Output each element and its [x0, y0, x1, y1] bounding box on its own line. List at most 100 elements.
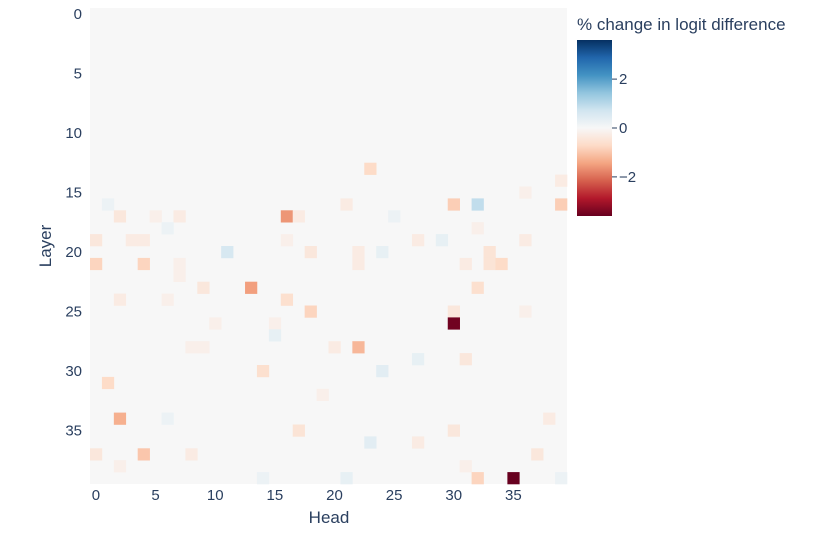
colorbar-title: % change in logit difference [577, 15, 786, 34]
heatmap-cell [340, 472, 353, 485]
colorbar [577, 40, 612, 216]
heatmap-cell [364, 436, 377, 449]
heatmap-cell [376, 246, 389, 259]
heatmap-cell [328, 341, 341, 354]
heatmap-cell [90, 234, 103, 247]
heatmap-cell [352, 341, 365, 354]
y-tick-label: 30 [65, 363, 82, 380]
heatmap-cell [507, 472, 520, 485]
heatmap-cell [555, 174, 568, 187]
colorbar-ticks: 2 0 −2 [612, 71, 636, 186]
heatmap-cell [113, 412, 127, 425]
x-tick-label: 15 [266, 487, 283, 504]
heatmap-cell [292, 210, 305, 223]
y-tick-label: 20 [65, 244, 82, 261]
y-tick-label: 35 [65, 422, 82, 439]
heatmap-cell [304, 305, 317, 318]
y-axis-title: Layer [36, 224, 55, 267]
heatmap-cell [280, 210, 294, 223]
colorbar-tick-label: 2 [619, 71, 627, 88]
heatmap-cell [364, 162, 377, 175]
colorbar-tick-label: 0 [619, 120, 627, 137]
x-tick-label: 20 [326, 487, 343, 504]
heatmap-cell [256, 472, 270, 485]
heatmap-cell [113, 293, 127, 306]
heatmap-cell [447, 424, 460, 437]
heatmap-cell [268, 317, 282, 330]
heatmap-cell [316, 388, 329, 401]
heatmap-cell [113, 210, 127, 223]
heatmap-cell [221, 246, 234, 259]
heatmap-cell [435, 234, 449, 247]
heatmap-cell [185, 448, 198, 461]
heatmap-cell [459, 460, 472, 473]
x-tick-label: 30 [445, 487, 462, 504]
heatmap-cell [447, 305, 460, 318]
x-tick-label: 25 [386, 487, 403, 504]
heatmap-cell [173, 210, 186, 223]
heatmap-cell [340, 198, 353, 211]
x-tick-label: 35 [505, 487, 522, 504]
heatmap-cell [90, 257, 103, 271]
heatmap-cell [519, 186, 532, 199]
heatmap-cell [447, 198, 460, 211]
heatmap-cell [209, 317, 222, 330]
heatmap-cell [161, 222, 174, 235]
heatmap-cell [459, 353, 472, 366]
heatmap-cell [101, 198, 115, 211]
colorbar-tick-label: −2 [619, 169, 636, 186]
heatmap-cell [268, 329, 282, 342]
x-tick-label: 5 [151, 487, 159, 504]
heatmap-cell [531, 448, 544, 461]
x-tick-label: 10 [207, 487, 224, 504]
heatmap-cell [149, 210, 162, 223]
heatmap-cell [519, 234, 532, 247]
y-tick-label: 15 [65, 184, 82, 201]
heatmap-cell [555, 472, 568, 485]
heatmap-cell [280, 293, 294, 306]
heatmap-cell [90, 448, 103, 461]
y-axis-ticks: 0 5 10 15 20 25 30 35 [65, 6, 82, 440]
heatmap-cell [376, 365, 389, 378]
heatmap-cell [125, 234, 139, 247]
y-tick-label: 25 [65, 303, 82, 320]
heatmap-cell [471, 281, 484, 294]
heatmap-cell [113, 460, 127, 473]
heatmap-cell [352, 246, 365, 259]
heatmap-cell [137, 234, 150, 247]
heatmap-cell [388, 210, 401, 223]
heatmap-cell [173, 257, 186, 271]
y-tick-label: 0 [74, 6, 82, 23]
heatmap-cell [197, 281, 210, 294]
heatmap-cell [245, 281, 258, 294]
heatmap-cell [459, 257, 472, 271]
heatmap-cell [292, 424, 305, 437]
heatmap-cell [280, 234, 294, 247]
heatmap-cell [173, 269, 186, 282]
heatmap-cell [519, 305, 532, 318]
heatmap-cell [137, 257, 150, 271]
heatmap-cell [471, 198, 484, 211]
heatmap-cell [411, 234, 425, 247]
x-axis-ticks: 0 5 10 15 20 25 30 35 [92, 487, 522, 504]
heatmap-cell [256, 365, 270, 378]
heatmap-cell [471, 222, 484, 235]
y-tick-label: 10 [65, 125, 82, 142]
heatmap-cell [161, 412, 174, 425]
heatmap-cell [471, 472, 484, 485]
heatmap-cell [101, 376, 115, 390]
y-tick-label: 5 [74, 65, 82, 82]
heatmap-cell [555, 198, 568, 211]
heatmap-cell [137, 448, 150, 461]
heatmap-cell [411, 436, 425, 449]
heatmap-cell [161, 293, 174, 306]
heatmap-cell [352, 257, 365, 271]
heatmap-cell [495, 257, 508, 271]
heatmap-cells [90, 162, 568, 485]
heatmap-cell [483, 246, 496, 259]
heatmap-cell [197, 341, 210, 354]
x-tick-label: 0 [92, 487, 100, 504]
heatmap-cell [483, 257, 496, 271]
